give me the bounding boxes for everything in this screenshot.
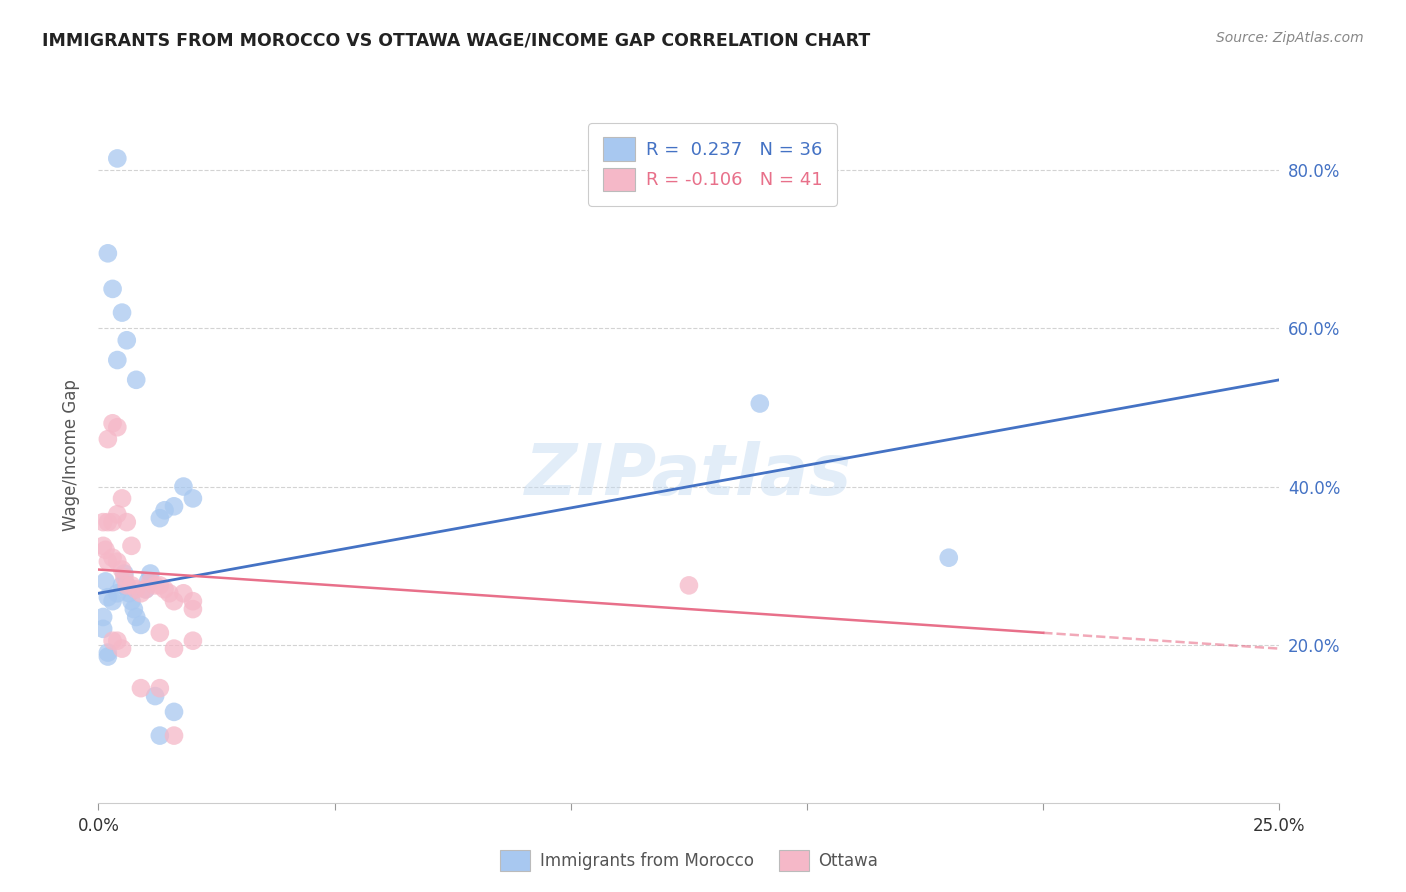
Point — [97, 246, 120, 260]
Point — [101, 550, 124, 565]
Point — [163, 705, 186, 719]
Point — [129, 586, 152, 600]
Point — [125, 610, 148, 624]
Point — [181, 594, 204, 608]
Point — [105, 152, 128, 166]
Point — [181, 602, 204, 616]
Point — [149, 681, 172, 695]
Point — [125, 373, 148, 387]
Point — [143, 689, 166, 703]
Point — [91, 515, 114, 529]
Point — [163, 594, 186, 608]
Point — [97, 555, 120, 569]
Point — [129, 681, 152, 695]
Point — [678, 578, 700, 592]
Point — [105, 353, 128, 368]
Point — [91, 610, 114, 624]
Point — [105, 420, 128, 434]
Point — [101, 417, 124, 431]
Point — [112, 570, 135, 584]
Point — [105, 586, 128, 600]
Point — [105, 633, 128, 648]
Point — [143, 578, 166, 592]
Point — [118, 586, 141, 600]
Point — [135, 582, 157, 597]
Point — [115, 515, 138, 529]
Point — [94, 542, 117, 557]
Point — [149, 578, 172, 592]
Point — [97, 649, 120, 664]
Point — [139, 574, 162, 589]
Point — [153, 503, 176, 517]
Text: ZIPatlas: ZIPatlas — [526, 442, 852, 510]
Point — [105, 507, 128, 521]
Point — [938, 550, 960, 565]
Point — [97, 432, 120, 446]
Point — [115, 578, 138, 592]
Point — [163, 500, 186, 514]
Point — [121, 539, 143, 553]
Point — [181, 633, 204, 648]
Point — [111, 641, 134, 656]
Point — [105, 555, 128, 569]
Point — [139, 566, 162, 581]
Y-axis label: Wage/Income Gap: Wage/Income Gap — [62, 379, 80, 531]
Point — [101, 515, 124, 529]
Point — [111, 578, 134, 592]
Point — [111, 305, 134, 319]
Point — [101, 282, 124, 296]
Point — [129, 618, 152, 632]
Point — [149, 625, 172, 640]
Point — [94, 574, 117, 589]
Point — [121, 594, 143, 608]
Point — [153, 582, 176, 597]
Point — [101, 633, 124, 648]
Point — [97, 591, 120, 605]
Point — [125, 582, 148, 597]
Point — [97, 646, 120, 660]
Point — [149, 729, 172, 743]
Point — [91, 539, 114, 553]
Text: IMMIGRANTS FROM MOROCCO VS OTTAWA WAGE/INCOME GAP CORRELATION CHART: IMMIGRANTS FROM MOROCCO VS OTTAWA WAGE/I… — [42, 31, 870, 49]
Point — [149, 511, 172, 525]
Point — [172, 479, 194, 493]
Point — [115, 578, 138, 592]
Point — [101, 594, 124, 608]
Point — [111, 491, 134, 506]
Point — [112, 566, 135, 581]
Point — [157, 586, 180, 600]
Point — [91, 622, 114, 636]
Text: Source: ZipAtlas.com: Source: ZipAtlas.com — [1216, 31, 1364, 45]
Point — [97, 515, 120, 529]
Point — [136, 574, 159, 589]
Point — [172, 586, 194, 600]
Point — [181, 491, 204, 506]
Point — [115, 333, 138, 347]
Legend: Immigrants from Morocco, Ottawa: Immigrants from Morocco, Ottawa — [494, 843, 884, 878]
Point — [163, 641, 186, 656]
Point — [122, 602, 145, 616]
Point — [748, 396, 770, 410]
Point — [121, 578, 143, 592]
Point — [163, 729, 186, 743]
Point — [135, 582, 157, 597]
Point — [111, 563, 134, 577]
